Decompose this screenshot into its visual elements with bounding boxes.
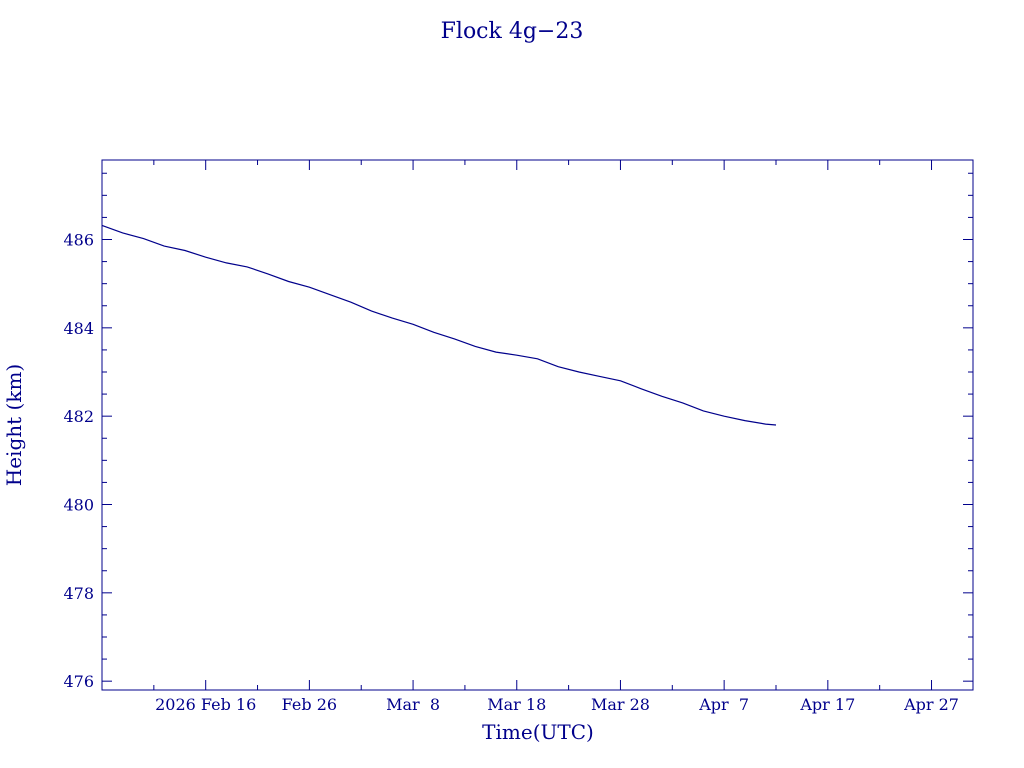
y-tick-label: 478 (63, 584, 94, 603)
x-axis: 2026 Feb 16 Feb 26 Mar 8 Mar 18 Mar 28 Apr 7 A… (155, 160, 959, 714)
x-tick-label: Mar 28 (591, 695, 650, 714)
x-tick-label: Mar 8 (386, 695, 440, 714)
x-tick-label: Feb 26 (282, 695, 337, 714)
x-tick-label: Apr 17 (799, 695, 855, 714)
y-tick-label: 484 (63, 319, 94, 338)
x-tick-label: Apr 7 (698, 695, 749, 714)
series-line-0 (101, 224, 777, 426)
plot-frame (101, 159, 974, 691)
x-tick-label: Apr 27 (903, 695, 959, 714)
x-tick-label: 2026 Feb 16 (155, 695, 256, 714)
y-tick-label: 476 (63, 672, 94, 691)
y-tick-label: 482 (63, 407, 94, 426)
y-tick-label: 480 (63, 496, 94, 515)
x-tick-label: Mar 18 (487, 695, 546, 714)
minor-ticks (102, 160, 973, 690)
series-layer (101, 224, 777, 426)
y-axis: 476 478 480 482 484 486 (63, 231, 973, 691)
chart-title: Flock 4g−23 (441, 19, 584, 44)
y-tick-label: 486 (63, 231, 94, 250)
x-axis-label: Time(UTC) (482, 720, 594, 744)
y-axis-label: Height (km) (2, 364, 26, 486)
